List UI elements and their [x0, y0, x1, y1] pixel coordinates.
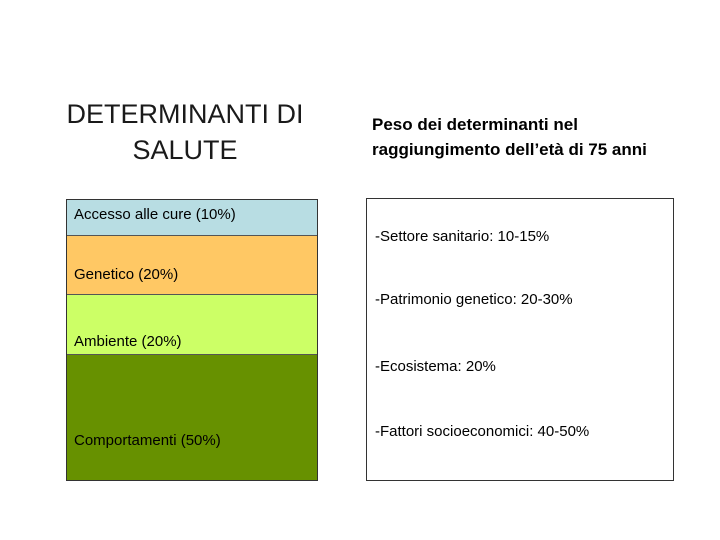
- subtitle-line-2: raggiungimento dell’età di 75 anni: [372, 140, 647, 159]
- factor-socioeconomic: -Fattori socioeconomici: 40-50%: [375, 423, 590, 440]
- determinant-label: Ambiente (20%): [74, 333, 182, 350]
- slide-subtitle: Peso dei determinanti nel raggiungimento…: [372, 112, 712, 162]
- determinant-access-care: Accesso alle cure (10%): [67, 200, 317, 236]
- title-line-2: SALUTE: [132, 135, 238, 165]
- determinant-label: Genetico (20%): [74, 266, 179, 283]
- determinants-stack: Accesso alle cure (10%) Genetico (20%) A…: [66, 199, 318, 481]
- subtitle-line-1: Peso dei determinanti nel: [372, 115, 578, 134]
- determinant-label: Comportamenti (50%): [74, 432, 221, 449]
- determinant-genetic: Genetico (20%): [67, 236, 317, 295]
- title-line-1: DETERMINANTI DI: [66, 99, 304, 129]
- determinant-environment: Ambiente (20%): [67, 295, 317, 355]
- factor-genetic-heritage: -Patrimonio genetico: 20-30%: [375, 291, 573, 308]
- factors-box: -Settore sanitario: 10-15% -Patrimonio g…: [366, 198, 674, 481]
- determinant-label: Accesso alle cure (10%): [74, 206, 236, 223]
- factor-health-sector: -Settore sanitario: 10-15%: [375, 228, 550, 245]
- determinant-behaviours: Comportamenti (50%): [67, 355, 317, 480]
- factor-ecosystem: -Ecosistema: 20%: [375, 358, 496, 375]
- slide-title: DETERMINANTI DI SALUTE: [40, 96, 330, 168]
